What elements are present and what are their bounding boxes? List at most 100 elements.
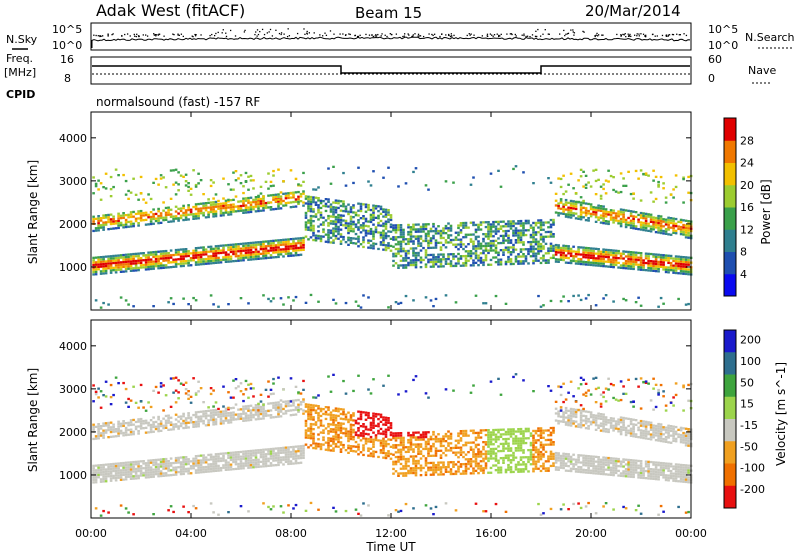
heatmap-cell bbox=[662, 232, 665, 235]
heatmap-cell bbox=[614, 256, 618, 259]
heatmap-cell bbox=[262, 453, 265, 456]
heatmap-cell bbox=[247, 419, 250, 422]
heatmap-cell bbox=[642, 259, 645, 262]
cpid-label: CPID bbox=[6, 88, 35, 101]
heatmap-cell bbox=[197, 212, 200, 215]
heatmap-cell bbox=[167, 213, 170, 216]
heatmap-cell bbox=[139, 425, 143, 428]
heatmap-cell bbox=[224, 459, 228, 462]
heatmap-cell bbox=[197, 380, 200, 383]
heatmap-cell bbox=[397, 236, 400, 239]
heatmap-cell bbox=[259, 192, 263, 195]
heatmap-cell bbox=[589, 263, 593, 267]
heatmap-cell bbox=[342, 235, 345, 239]
heatmap-cell bbox=[509, 225, 513, 228]
heatmap-cell bbox=[234, 205, 238, 208]
heatmap-cell bbox=[494, 249, 498, 252]
heatmap-cell bbox=[224, 244, 228, 247]
heatmap-cell bbox=[569, 261, 573, 265]
noise-dot bbox=[278, 32, 281, 35]
heatmap-cell bbox=[209, 201, 213, 204]
heatmap-cell bbox=[122, 420, 125, 423]
heatmap-cell bbox=[624, 225, 628, 229]
heatmap-cell bbox=[389, 244, 393, 248]
heatmap-cell bbox=[322, 424, 325, 427]
heatmap-cell bbox=[649, 220, 653, 223]
heatmap-cell bbox=[554, 204, 558, 207]
heatmap-cell bbox=[644, 229, 648, 232]
heatmap-cell bbox=[427, 244, 430, 247]
noise-dot bbox=[679, 34, 682, 36]
heatmap-cell bbox=[654, 265, 658, 268]
heatmap-cell bbox=[437, 232, 440, 235]
heatmap-cell bbox=[239, 408, 243, 411]
heatmap-cell bbox=[532, 245, 535, 248]
heatmap-cell bbox=[382, 442, 385, 445]
heatmap-cell bbox=[564, 249, 568, 252]
heatmap-cell bbox=[367, 296, 370, 299]
heatmap-cell bbox=[222, 244, 225, 247]
heatmap-cell bbox=[252, 413, 255, 417]
heatmap-cell bbox=[137, 460, 140, 463]
heatmap-cell bbox=[567, 211, 570, 214]
heatmap-cell bbox=[154, 425, 158, 428]
heatmap-cell bbox=[162, 201, 165, 204]
heatmap-cell bbox=[292, 200, 295, 204]
heatmap-cell bbox=[332, 421, 335, 424]
heatmap-cell bbox=[227, 303, 230, 306]
heatmap-cell bbox=[117, 226, 120, 230]
heatmap-cell bbox=[184, 180, 188, 183]
heatmap-cell bbox=[519, 248, 523, 251]
heatmap-cell bbox=[99, 406, 103, 409]
heatmap-cell bbox=[227, 454, 230, 457]
heatmap-cell bbox=[642, 266, 645, 269]
heatmap-cell bbox=[412, 235, 415, 238]
noise-dot bbox=[404, 33, 406, 35]
heatmap-cell bbox=[487, 251, 490, 255]
heatmap-cell bbox=[382, 456, 385, 459]
heatmap-cell bbox=[317, 433, 320, 436]
heatmap-cell bbox=[369, 392, 373, 395]
heatmap-cell bbox=[264, 388, 268, 391]
heatmap-cell bbox=[664, 223, 668, 226]
heatmap-cell bbox=[614, 254, 618, 257]
heatmap-cell bbox=[99, 263, 103, 266]
heatmap-cell bbox=[604, 210, 608, 213]
heatmap-cell bbox=[252, 205, 255, 209]
heatmap-cell bbox=[197, 172, 200, 175]
heatmap-cell bbox=[249, 382, 253, 386]
heatmap-cell bbox=[282, 255, 285, 258]
heatmap-cell bbox=[627, 221, 630, 224]
heatmap-cell bbox=[677, 225, 680, 228]
heatmap-cell bbox=[324, 198, 328, 201]
heatmap-cell bbox=[109, 479, 113, 482]
heatmap-cell bbox=[102, 429, 105, 432]
heatmap-cell bbox=[254, 196, 258, 199]
heatmap-cell bbox=[352, 230, 355, 233]
heatmap-cell bbox=[419, 258, 423, 262]
heatmap-cell bbox=[609, 174, 613, 178]
heatmap-cell bbox=[229, 210, 233, 214]
heatmap-cell bbox=[454, 301, 458, 304]
noise-dot bbox=[547, 33, 549, 35]
heatmap-cell bbox=[164, 457, 168, 461]
heatmap-cell bbox=[164, 426, 168, 429]
heatmap-cell bbox=[362, 222, 365, 225]
heatmap-cell bbox=[619, 257, 623, 260]
heatmap-cell bbox=[552, 221, 555, 224]
heatmap-cell bbox=[522, 171, 525, 174]
heatmap-cell bbox=[109, 218, 113, 221]
heatmap-cell bbox=[299, 237, 303, 240]
heatmap-cell bbox=[454, 236, 458, 239]
heatmap-cell bbox=[357, 219, 360, 222]
noise-dot bbox=[601, 34, 603, 36]
heatmap-cell bbox=[182, 415, 185, 418]
heatmap-cell bbox=[254, 205, 258, 208]
heatmap-cell bbox=[302, 444, 305, 448]
heatmap-cell bbox=[584, 246, 588, 250]
heatmap-cell bbox=[369, 232, 373, 235]
heatmap-cell bbox=[344, 449, 348, 452]
heatmap-cell bbox=[194, 254, 198, 257]
heatmap-cell bbox=[652, 225, 655, 229]
heatmap-cell bbox=[249, 404, 253, 407]
